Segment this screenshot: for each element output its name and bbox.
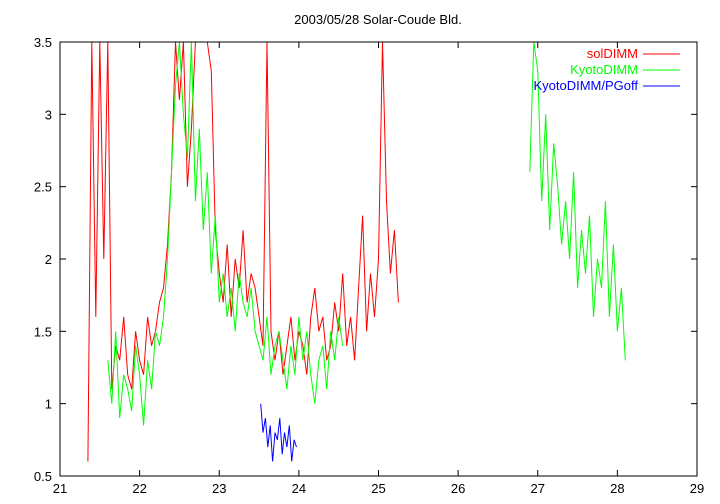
x-tick-label: 23 <box>212 481 226 496</box>
y-tick-label: 0.5 <box>34 469 52 484</box>
x-tick-label: 28 <box>610 481 624 496</box>
y-tick-label: 3.5 <box>34 35 52 50</box>
x-tick-label: 29 <box>690 481 704 496</box>
y-tick-label: 2.5 <box>34 180 52 195</box>
x-tick-label: 22 <box>132 481 146 496</box>
y-tick-label: 1 <box>45 397 52 412</box>
series-line-3 <box>260 403 297 462</box>
data-lines <box>87 41 626 462</box>
legend-label: solDIMM <box>587 46 638 61</box>
legend-label: KyotoDIMM/PGoff <box>533 78 638 93</box>
series-line-0 <box>87 41 399 462</box>
x-tick-label: 27 <box>531 481 545 496</box>
x-tick-label: 21 <box>53 481 67 496</box>
y-tick-label: 1.5 <box>34 324 52 339</box>
series-line-2 <box>529 41 626 361</box>
x-tick-label: 25 <box>371 481 385 496</box>
y-tick-label: 3 <box>45 107 52 122</box>
x-tick-label: 26 <box>451 481 465 496</box>
chart-title: 2003/05/28 Solar-Coude Bld. <box>294 12 462 27</box>
legend-label: KyotoDIMM <box>570 62 638 77</box>
x-tick-label: 24 <box>292 481 306 496</box>
axis-ticks: 21 22 23 24 25 26 27 28 29 0.5 1 1.5 2 2.5 3 3.5 <box>34 35 704 496</box>
y-tick-label: 2 <box>45 252 52 267</box>
series-line-1 <box>107 41 344 426</box>
